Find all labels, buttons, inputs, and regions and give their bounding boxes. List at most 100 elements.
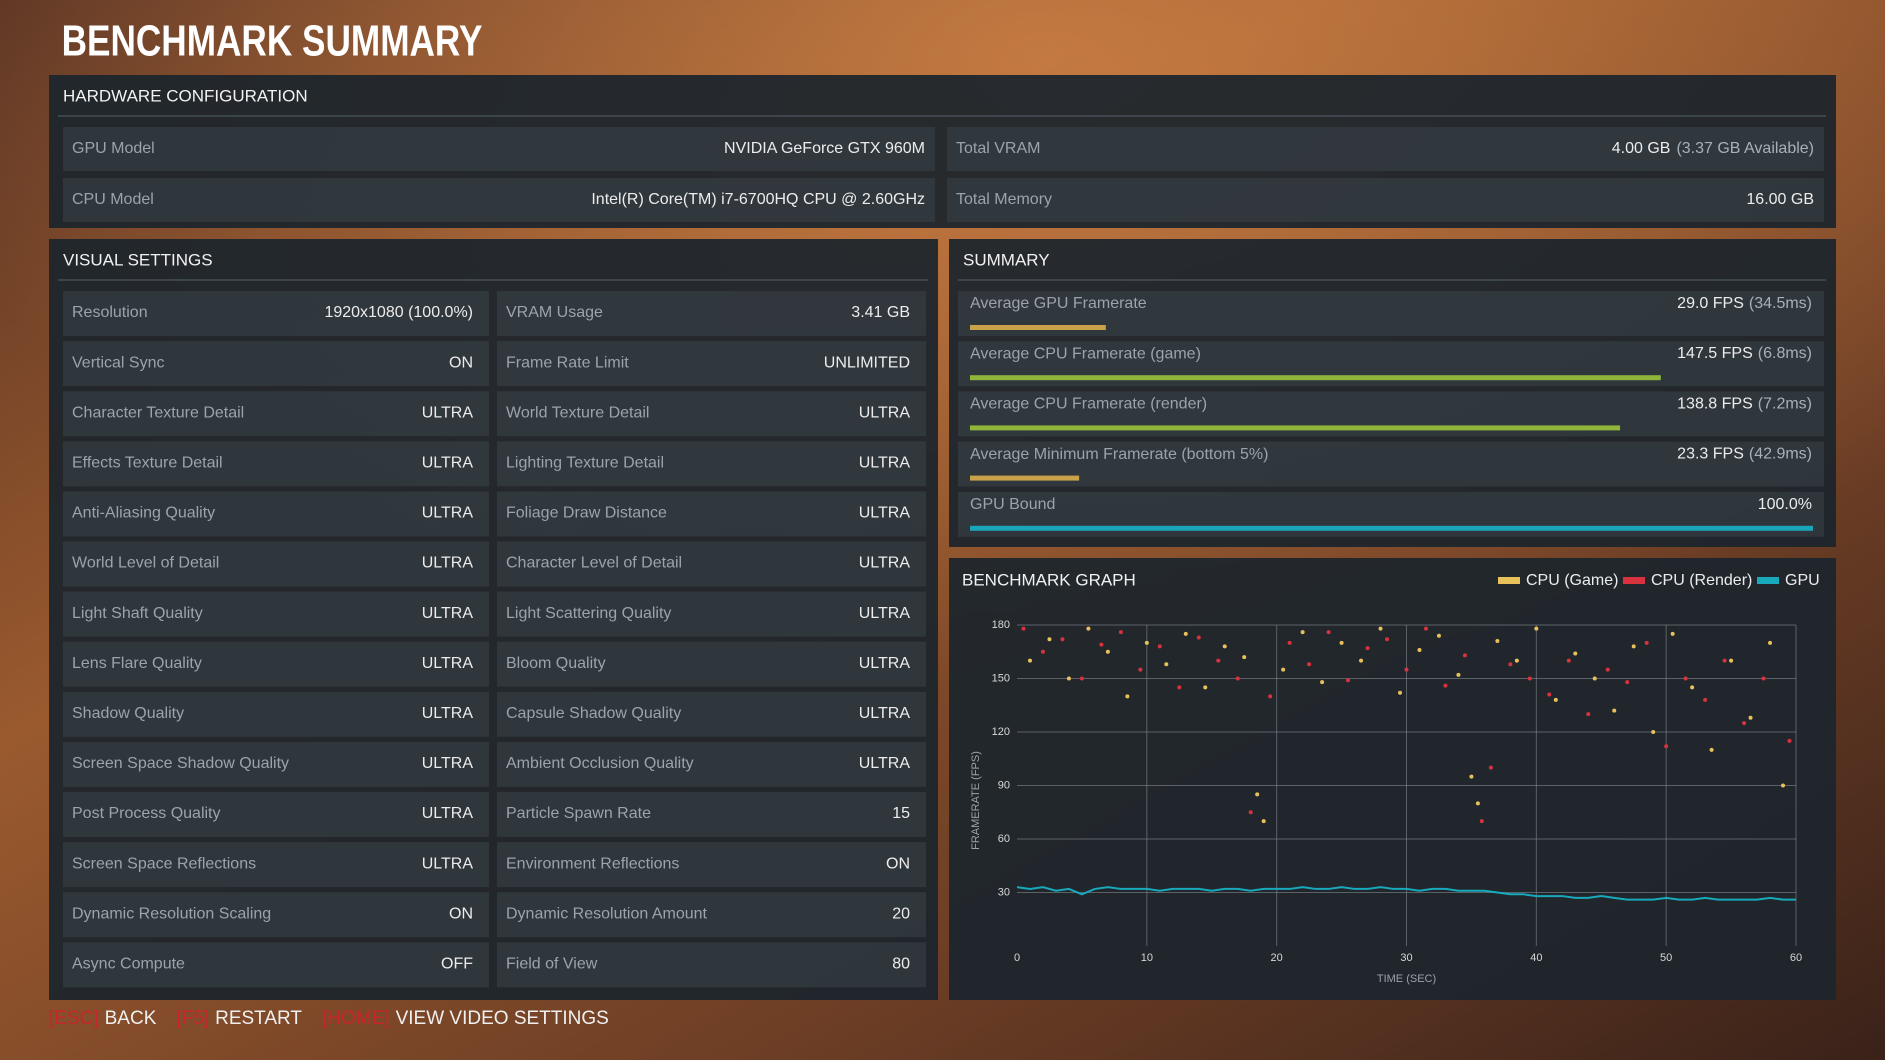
page-title: BENCHMARK SUMMARY	[62, 17, 483, 66]
value: 4.00 GB (3.37 GB Available)	[1612, 140, 1814, 157]
point	[1456, 672, 1461, 677]
label: Shadow Quality	[72, 705, 184, 722]
point	[1040, 649, 1045, 654]
row-background	[497, 892, 926, 938]
label: Light Scattering Quality	[506, 605, 671, 622]
value-detail: (3.37 GB Available)	[1676, 140, 1814, 157]
label: Capsule Shadow Quality	[506, 705, 681, 722]
x-tick-label: 50	[1660, 952, 1672, 964]
label: Ambient Occlusion Quality	[506, 755, 694, 772]
point	[1748, 715, 1753, 720]
action-label: VIEW VIDEO SETTINGS	[396, 1008, 609, 1029]
label: Character Texture Detail	[72, 404, 244, 421]
summary-bar	[970, 425, 1621, 431]
row-background	[63, 942, 489, 988]
value: ULTRA	[422, 404, 474, 421]
value-text: 147.5 FPS	[1677, 345, 1753, 362]
action-label: RESTART	[215, 1008, 302, 1029]
value: ULTRA	[422, 705, 474, 722]
row-background	[63, 792, 489, 837]
point	[1346, 678, 1351, 683]
point	[1248, 810, 1253, 815]
x-tick-label: 20	[1271, 952, 1283, 964]
value: 100.0%	[1758, 496, 1812, 513]
row-background	[497, 291, 926, 336]
row-background	[63, 178, 935, 222]
point	[1488, 765, 1493, 770]
summary-bar	[970, 375, 1661, 381]
point	[1359, 658, 1364, 663]
row-background	[63, 591, 489, 637]
y-tick-label: 30	[998, 886, 1010, 898]
footer-action[interactable]: [ESC] BACK	[49, 1008, 157, 1029]
value: ULTRA	[422, 805, 474, 822]
footer-action[interactable]: [HOME] VIEW VIDEO SETTINGS	[322, 1008, 609, 1029]
value: 20	[892, 905, 910, 922]
value: ON	[886, 855, 910, 872]
point	[1398, 690, 1403, 695]
label: Average Minimum Framerate (bottom 5%)	[970, 446, 1268, 463]
y-tick-label: 90	[998, 779, 1010, 791]
label: GPU Bound	[970, 496, 1055, 513]
point	[1105, 649, 1110, 654]
panel-title: SUMMARY	[963, 250, 1050, 269]
row-background	[497, 441, 926, 487]
x-tick-label: 0	[1014, 952, 1020, 964]
point	[1027, 658, 1032, 663]
legend-label: CPU (Game)	[1526, 572, 1618, 589]
value-detail: (34.5ms)	[1749, 295, 1812, 312]
panel-title: BENCHMARK GRAPH	[962, 570, 1136, 589]
point	[1326, 630, 1331, 635]
value-text: 16.00 GB	[1746, 191, 1814, 208]
point	[1443, 683, 1448, 688]
point	[1079, 676, 1084, 681]
point	[1495, 639, 1500, 644]
footer-action[interactable]: [F5] RESTART	[176, 1008, 302, 1029]
label: Total Memory	[956, 191, 1052, 208]
point	[1164, 662, 1169, 667]
value: ULTRA	[422, 555, 474, 572]
point	[1761, 676, 1766, 681]
point	[1216, 658, 1221, 663]
point	[1268, 694, 1273, 699]
value-detail: (6.8ms)	[1758, 345, 1812, 362]
label: Post Process Quality	[72, 805, 221, 822]
point	[1475, 801, 1480, 806]
point	[1670, 631, 1675, 636]
point	[1722, 658, 1727, 663]
row-background	[63, 641, 489, 687]
point	[1099, 642, 1104, 647]
key: [HOME]	[322, 1008, 390, 1029]
value: 16.00 GB	[1746, 191, 1814, 208]
point	[1683, 676, 1688, 681]
point	[1768, 640, 1773, 645]
point	[1183, 631, 1188, 636]
value-text: Intel(R) Core(TM) i7-6700HQ CPU @ 2.60GH…	[591, 191, 925, 208]
row-background	[947, 127, 1824, 171]
row-background	[497, 842, 926, 888]
point	[1566, 658, 1571, 663]
point	[1066, 676, 1071, 681]
legend-label: CPU (Render)	[1651, 572, 1752, 589]
row-background	[497, 741, 926, 787]
point	[1479, 819, 1484, 824]
point	[1417, 647, 1422, 652]
point	[1060, 637, 1065, 642]
point	[1378, 626, 1383, 631]
value: 1920x1080 (100.0%)	[324, 304, 473, 321]
value: 23.3 FPS (42.9ms)	[1677, 446, 1812, 463]
row-background	[958, 441, 1824, 487]
point	[1553, 697, 1558, 702]
point	[1235, 676, 1240, 681]
label: Average GPU Framerate	[970, 295, 1147, 312]
value: ULTRA	[422, 755, 474, 772]
row-background	[497, 541, 926, 587]
legend-swatch	[1623, 577, 1645, 584]
label: Average CPU Framerate (game)	[970, 345, 1201, 362]
value: ULTRA	[859, 755, 911, 772]
row-background	[497, 341, 926, 387]
point	[1307, 662, 1312, 667]
point	[1664, 744, 1669, 749]
